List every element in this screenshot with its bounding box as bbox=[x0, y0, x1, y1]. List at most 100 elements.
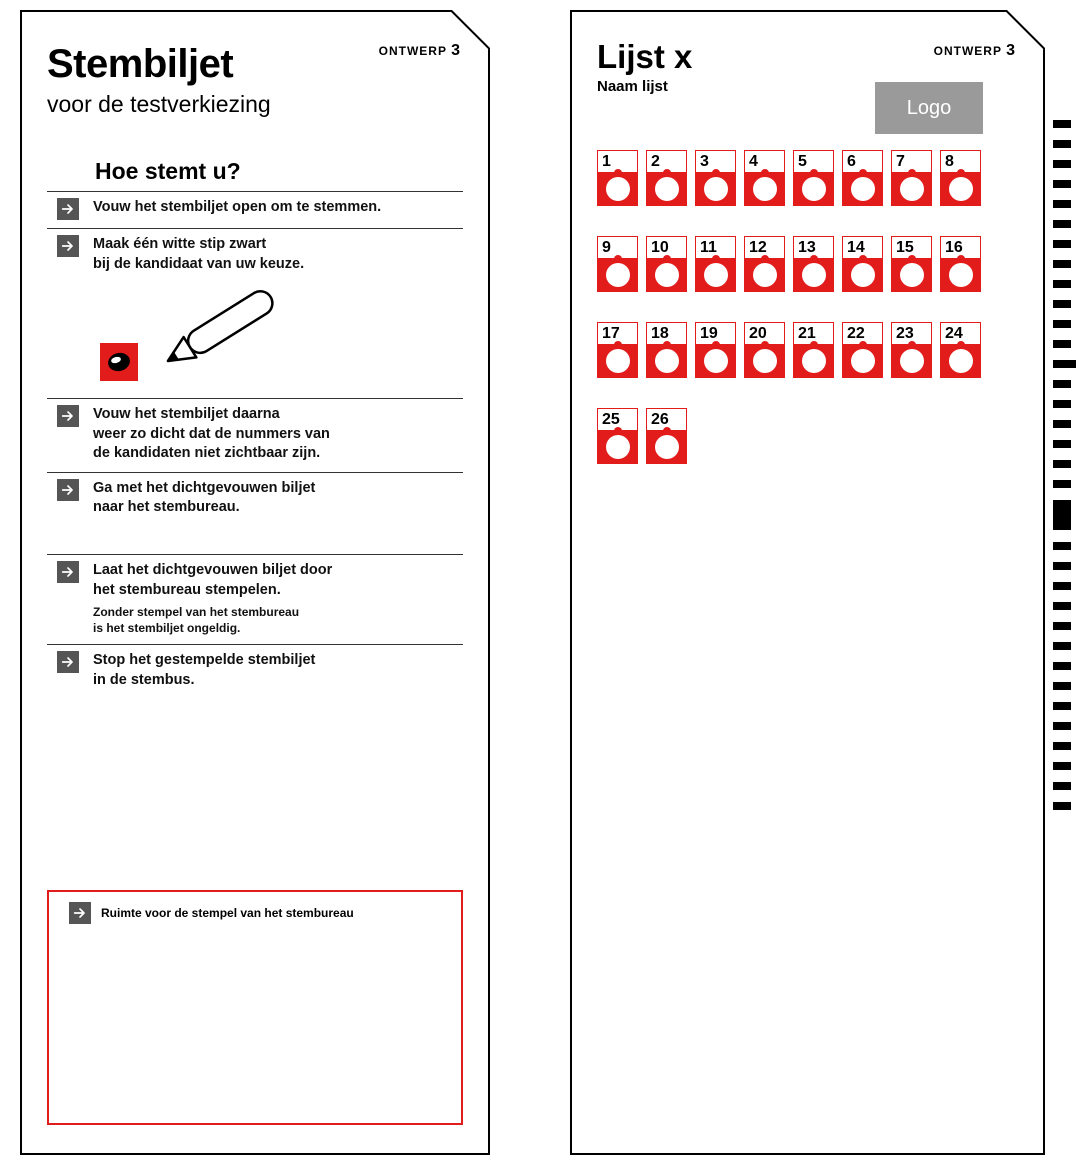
timing-mark bbox=[1053, 440, 1071, 448]
arrow-icon bbox=[57, 405, 79, 427]
vote-circle[interactable] bbox=[597, 258, 638, 292]
step-main-text: Laat het dichtgevouwen biljet doorhet st… bbox=[93, 562, 332, 598]
vote-circle[interactable] bbox=[793, 344, 834, 378]
vote-circle[interactable] bbox=[646, 172, 687, 206]
timing-marks bbox=[1053, 120, 1075, 822]
design-num: 3 bbox=[451, 42, 460, 59]
timing-mark bbox=[1053, 562, 1071, 570]
vote-circle[interactable] bbox=[695, 258, 736, 292]
candidate-cell[interactable]: 21 bbox=[793, 322, 834, 378]
party-logo-placeholder: Logo bbox=[875, 82, 983, 134]
candidate-cell[interactable]: 7 bbox=[891, 150, 932, 206]
candidate-cell[interactable]: 24 bbox=[940, 322, 981, 378]
candidate-row: 2526 bbox=[597, 408, 1018, 464]
arrow-icon bbox=[69, 902, 91, 924]
candidate-cell[interactable]: 26 bbox=[646, 408, 687, 464]
vote-circle[interactable] bbox=[744, 172, 785, 206]
design-num: 3 bbox=[1006, 42, 1015, 59]
step-text: Vouw het stembiljet open om te stemmen. bbox=[93, 198, 381, 220]
timing-mark bbox=[1053, 480, 1071, 488]
timing-mark bbox=[1053, 340, 1071, 348]
candidate-cell[interactable]: 4 bbox=[744, 150, 785, 206]
arrow-icon bbox=[57, 561, 79, 583]
candidate-cell[interactable]: 2 bbox=[646, 150, 687, 206]
candidate-cell[interactable]: 12 bbox=[744, 236, 785, 292]
vote-circle[interactable] bbox=[891, 172, 932, 206]
vote-circle[interactable] bbox=[646, 430, 687, 464]
candidate-cell[interactable]: 9 bbox=[597, 236, 638, 292]
arrow-icon bbox=[57, 235, 79, 257]
vote-circle[interactable] bbox=[695, 344, 736, 378]
timing-mark bbox=[1053, 602, 1071, 610]
candidate-cell[interactable]: 22 bbox=[842, 322, 883, 378]
candidate-cell[interactable]: 16 bbox=[940, 236, 981, 292]
vote-circle[interactable] bbox=[646, 344, 687, 378]
instruction-panel: ONTWERP 3 Stembiljet voor de testverkiez… bbox=[20, 10, 490, 1155]
candidate-cell[interactable]: 18 bbox=[646, 322, 687, 378]
vote-circle[interactable] bbox=[842, 344, 883, 378]
vote-circle[interactable] bbox=[793, 172, 834, 206]
arrow-icon bbox=[57, 198, 79, 220]
candidate-cell[interactable]: 8 bbox=[940, 150, 981, 206]
candidate-cell[interactable]: 19 bbox=[695, 322, 736, 378]
candidate-cell[interactable]: 25 bbox=[597, 408, 638, 464]
timing-mark bbox=[1053, 742, 1071, 750]
candidate-cell[interactable]: 14 bbox=[842, 236, 883, 292]
candidate-panel: ONTWERP 3 Lijst x Naam lijst Logo 123456… bbox=[570, 10, 1045, 1155]
vote-circle[interactable] bbox=[597, 172, 638, 206]
timing-mark bbox=[1053, 160, 1071, 168]
timing-mark bbox=[1053, 782, 1071, 790]
candidate-cell[interactable]: 15 bbox=[891, 236, 932, 292]
vote-circle[interactable] bbox=[744, 258, 785, 292]
candidate-cell[interactable]: 11 bbox=[695, 236, 736, 292]
timing-mark bbox=[1053, 642, 1071, 650]
candidate-row: 1718192021222324 bbox=[597, 322, 1018, 378]
step-5: Laat het dichtgevouwen biljet doorhet st… bbox=[47, 554, 463, 645]
vote-circle[interactable] bbox=[695, 172, 736, 206]
candidate-cell[interactable]: 23 bbox=[891, 322, 932, 378]
timing-mark bbox=[1053, 120, 1071, 128]
how-title: Hoe stemt u? bbox=[95, 158, 463, 185]
vote-circle[interactable] bbox=[940, 344, 981, 378]
timing-mark bbox=[1053, 360, 1076, 368]
candidate-cell[interactable]: 10 bbox=[646, 236, 687, 292]
stamp-label: Ruimte voor de stempel van het stemburea… bbox=[101, 902, 354, 920]
timing-mark bbox=[1053, 460, 1071, 468]
vote-circle[interactable] bbox=[891, 258, 932, 292]
design-label-right: ONTWERP 3 bbox=[934, 42, 1015, 60]
timing-mark bbox=[1053, 682, 1071, 690]
candidate-cell[interactable]: 6 bbox=[842, 150, 883, 206]
vote-circle[interactable] bbox=[646, 258, 687, 292]
step-small-text: Zonder stempel van het stembureauis het … bbox=[93, 604, 332, 636]
candidate-row: 12345678 bbox=[597, 150, 1018, 206]
arrow-icon bbox=[57, 651, 79, 673]
vote-circle[interactable] bbox=[940, 172, 981, 206]
candidate-cell[interactable]: 20 bbox=[744, 322, 785, 378]
candidate-cell[interactable]: 17 bbox=[597, 322, 638, 378]
candidate-cell[interactable]: 5 bbox=[793, 150, 834, 206]
timing-mark bbox=[1053, 220, 1071, 228]
candidate-cell[interactable]: 3 bbox=[695, 150, 736, 206]
vote-circle[interactable] bbox=[744, 344, 785, 378]
pencil-illustration bbox=[47, 282, 463, 398]
design-label-text: ONTWERP bbox=[379, 44, 447, 58]
vote-circle[interactable] bbox=[891, 344, 932, 378]
steps-list: Vouw het stembiljet open om te stemmen. … bbox=[47, 191, 463, 699]
timing-mark bbox=[1053, 200, 1071, 208]
vote-circle[interactable] bbox=[842, 172, 883, 206]
vote-circle[interactable] bbox=[793, 258, 834, 292]
step-text: Ga met het dichtgevouwen biljetnaar het … bbox=[93, 479, 315, 518]
candidate-cell[interactable]: 1 bbox=[597, 150, 638, 206]
timing-mark bbox=[1053, 802, 1071, 810]
candidate-cell[interactable]: 13 bbox=[793, 236, 834, 292]
arrow-icon bbox=[57, 479, 79, 501]
timing-mark bbox=[1053, 762, 1071, 770]
vote-circle[interactable] bbox=[940, 258, 981, 292]
vote-circle[interactable] bbox=[597, 344, 638, 378]
candidate-grid: 1234567891011121314151617181920212223242… bbox=[597, 150, 1018, 464]
vote-circle[interactable] bbox=[842, 258, 883, 292]
vote-circle[interactable] bbox=[597, 430, 638, 464]
timing-mark bbox=[1053, 280, 1071, 288]
timing-mark bbox=[1053, 240, 1071, 248]
step-4: Ga met het dichtgevouwen biljetnaar het … bbox=[47, 472, 463, 526]
